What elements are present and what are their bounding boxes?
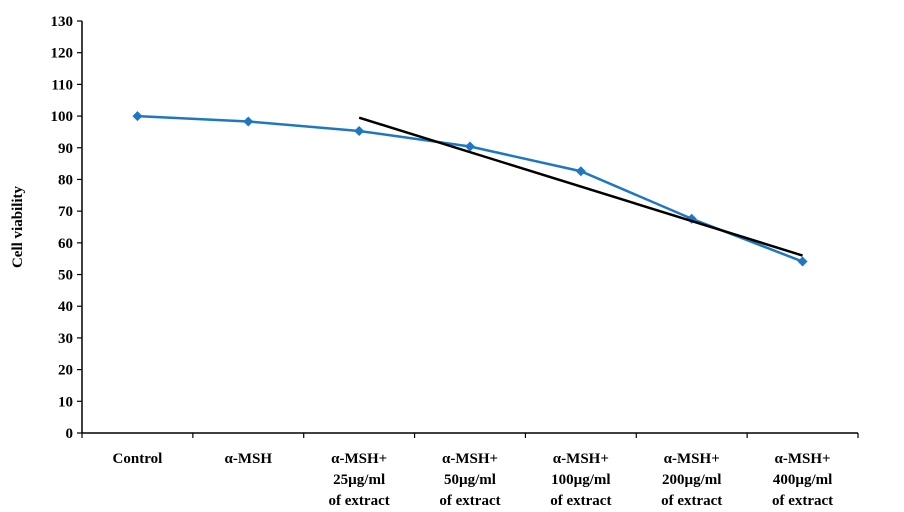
x-category-label: α-MSH+ 200µg/ml of extract xyxy=(661,451,722,509)
y-tick-label: 80 xyxy=(58,172,73,188)
x-category-label: α-MSH+ 100µg/ml of extract xyxy=(550,451,611,509)
x-category-label-line: 100µg/ml xyxy=(551,472,610,488)
y-tick-label: 90 xyxy=(58,141,73,157)
trendline xyxy=(358,116,803,257)
x-category-label-line: 25µg/ml xyxy=(333,472,385,488)
y-tick-label: 110 xyxy=(51,77,73,93)
x-category-label-line: of extract xyxy=(329,493,390,509)
x-category-label-line: of extract xyxy=(550,493,611,509)
x-category-label-line: α-MSH+ xyxy=(331,451,387,467)
data-point-marker xyxy=(465,141,475,152)
x-category-label-line: α-MSH+ xyxy=(553,451,609,467)
series-line xyxy=(132,111,808,267)
x-category-label: α-MSH+ 25µg/ml of extract xyxy=(329,451,390,509)
y-axis: 0 10 20 30 40 50 60 70 80 90 100 110 120 130 xyxy=(51,14,83,442)
y-tick-label: 130 xyxy=(51,14,74,30)
y-tick-label: 70 xyxy=(58,204,73,220)
x-category-label-line: of extract xyxy=(772,493,833,509)
data-point-marker xyxy=(243,116,254,127)
data-point-marker xyxy=(132,111,143,122)
x-category-label: Control xyxy=(113,451,163,467)
x-category-label-line: α-MSH+ xyxy=(775,451,831,467)
x-category-label: α-MSH+ 50µg/ml of extract xyxy=(439,451,500,509)
y-tick-label: 20 xyxy=(58,363,73,379)
y-axis-title: Cell viability xyxy=(10,185,26,268)
x-category-label: α-MSH xyxy=(225,451,273,467)
x-category-label-line: α-MSH+ xyxy=(664,451,720,467)
x-category-label-line: 50µg/ml xyxy=(444,472,496,488)
x-axis: Control α-MSH α-MSH+ 25µg/ml of extractα-MSH… xyxy=(81,432,859,509)
y-tick-label: 120 xyxy=(51,46,74,62)
data-point-marker xyxy=(797,256,808,267)
y-tick-label: 10 xyxy=(58,394,73,410)
x-category-label-line: α-MSH+ xyxy=(442,451,498,467)
data-point-marker xyxy=(354,125,365,136)
y-tick-label: 60 xyxy=(58,236,73,252)
x-category-label-line: 400µg/ml xyxy=(773,472,832,488)
y-tick-label: 30 xyxy=(58,331,73,347)
x-category-label-line: α-MSH xyxy=(225,451,273,467)
data-point-marker xyxy=(575,166,586,177)
x-category-label-line: Control xyxy=(113,451,163,467)
x-category-label-line: 200µg/ml xyxy=(662,472,721,488)
y-tick-label: 40 xyxy=(58,299,73,315)
y-tick-label: 0 xyxy=(66,426,74,442)
trendline-line xyxy=(358,116,803,257)
x-category-label-line: of extract xyxy=(439,493,500,509)
y-tick-label: 50 xyxy=(58,268,73,284)
series-line-path xyxy=(137,114,804,263)
x-category-label: α-MSH+ 400µg/ml of extract xyxy=(772,451,833,509)
y-tick-label: 100 xyxy=(51,109,74,125)
x-category-label-line: of extract xyxy=(661,493,722,509)
